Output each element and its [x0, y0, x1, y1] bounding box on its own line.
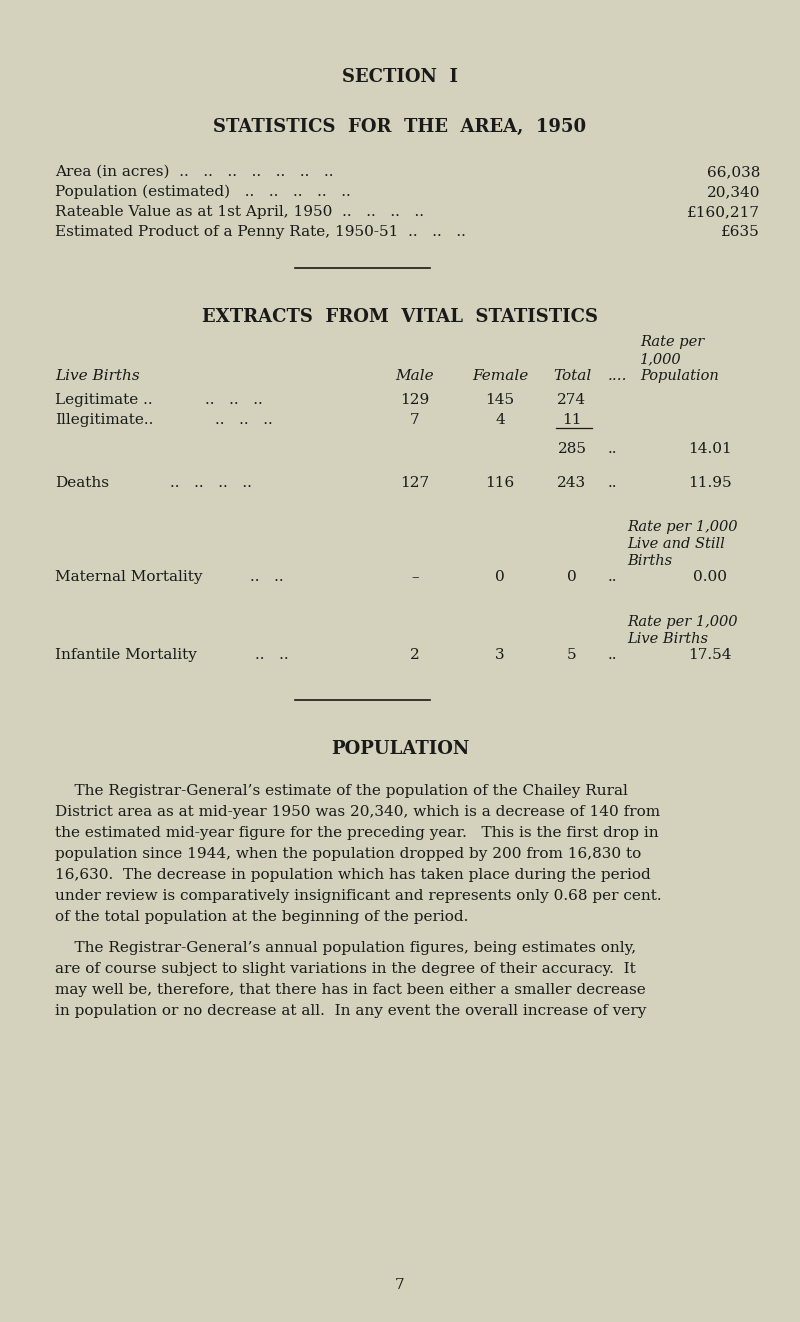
- Text: 2: 2: [410, 648, 420, 662]
- Text: 0.00: 0.00: [693, 570, 727, 584]
- Text: Live Births: Live Births: [627, 632, 708, 646]
- Text: 66,038: 66,038: [706, 165, 760, 178]
- Text: 129: 129: [400, 393, 430, 407]
- Text: 5: 5: [567, 648, 577, 662]
- Text: Rate per 1,000: Rate per 1,000: [627, 615, 738, 629]
- Text: SECTION  I: SECTION I: [342, 67, 458, 86]
- Text: ..   ..   ..: .. .. ..: [215, 412, 273, 427]
- Text: District area as at mid-year 1950 was 20,340, which is a decrease of 140 from: District area as at mid-year 1950 was 20…: [55, 805, 660, 820]
- Text: 243: 243: [558, 476, 586, 490]
- Text: ..   ..   ..   ..: .. .. .. ..: [170, 476, 252, 490]
- Text: 11: 11: [562, 412, 582, 427]
- Text: 127: 127: [401, 476, 430, 490]
- Text: ..   ..: .. ..: [250, 570, 284, 584]
- Text: POPULATION: POPULATION: [331, 740, 469, 758]
- Text: Infantile Mortality: Infantile Mortality: [55, 648, 197, 662]
- Text: population since 1944, when the population dropped by 200 from 16,830 to: population since 1944, when the populati…: [55, 847, 642, 861]
- Text: 4: 4: [495, 412, 505, 427]
- Text: 285: 285: [558, 442, 586, 456]
- Text: of the total population at the beginning of the period.: of the total population at the beginning…: [55, 910, 468, 924]
- Text: Live Births: Live Births: [55, 369, 140, 383]
- Text: 274: 274: [558, 393, 586, 407]
- Text: ....: ....: [608, 369, 627, 383]
- Text: Population: Population: [640, 369, 718, 383]
- Text: EXTRACTS  FROM  VITAL  STATISTICS: EXTRACTS FROM VITAL STATISTICS: [202, 308, 598, 327]
- Text: may well be, therefore, that there has in fact been either a smaller decrease: may well be, therefore, that there has i…: [55, 984, 646, 997]
- Text: are of course subject to slight variations in the degree of their accuracy.  It: are of course subject to slight variatio…: [55, 962, 636, 976]
- Text: ..   ..: .. ..: [255, 648, 289, 662]
- Text: 7: 7: [410, 412, 420, 427]
- Text: in population or no decrease at all.  In any event the overall increase of very: in population or no decrease at all. In …: [55, 1003, 646, 1018]
- Text: ..: ..: [608, 476, 618, 490]
- Text: ..: ..: [608, 570, 618, 584]
- Text: Legitimate ..: Legitimate ..: [55, 393, 153, 407]
- Text: Male: Male: [396, 369, 434, 383]
- Text: 116: 116: [486, 476, 514, 490]
- Text: 11.95: 11.95: [688, 476, 732, 490]
- Text: 145: 145: [486, 393, 514, 407]
- Text: STATISTICS  FOR  THE  AREA,  1950: STATISTICS FOR THE AREA, 1950: [214, 118, 586, 136]
- Text: 0: 0: [495, 570, 505, 584]
- Text: Area (in acres)  ..   ..   ..   ..   ..   ..   ..: Area (in acres) .. .. .. .. .. .. ..: [55, 165, 334, 178]
- Text: under review is comparatively insignificant and represents only 0.68 per cent.: under review is comparatively insignific…: [55, 888, 662, 903]
- Text: Deaths: Deaths: [55, 476, 109, 490]
- Text: 1,000: 1,000: [640, 352, 682, 366]
- Text: The Registrar-General’s annual population figures, being estimates only,: The Registrar-General’s annual populatio…: [55, 941, 636, 954]
- Text: Estimated Product of a Penny Rate, 1950-51  ..   ..   ..: Estimated Product of a Penny Rate, 1950-…: [55, 225, 466, 239]
- Text: the estimated mid-year figure for the preceding year.   This is the first drop i: the estimated mid-year figure for the pr…: [55, 826, 658, 839]
- Text: Rate per 1,000: Rate per 1,000: [627, 520, 738, 534]
- Text: ..: ..: [608, 648, 618, 662]
- Text: 7: 7: [395, 1278, 405, 1292]
- Text: 14.01: 14.01: [688, 442, 732, 456]
- Text: 0: 0: [567, 570, 577, 584]
- Text: 17.54: 17.54: [688, 648, 732, 662]
- Text: 16,630.  The decrease in population which has taken place during the period: 16,630. The decrease in population which…: [55, 869, 650, 882]
- Text: Live and Still: Live and Still: [627, 537, 725, 551]
- Text: Female: Female: [472, 369, 528, 383]
- Text: Births: Births: [627, 554, 672, 568]
- Text: ..: ..: [608, 442, 618, 456]
- Text: Rateable Value as at 1st April, 1950  ..   ..   ..   ..: Rateable Value as at 1st April, 1950 .. …: [55, 205, 424, 219]
- Text: £160,217: £160,217: [687, 205, 760, 219]
- Text: 20,340: 20,340: [706, 185, 760, 200]
- Text: Population (estimated)   ..   ..   ..   ..   ..: Population (estimated) .. .. .. .. ..: [55, 185, 350, 200]
- Text: 3: 3: [495, 648, 505, 662]
- Text: ..   ..   ..: .. .. ..: [205, 393, 262, 407]
- Text: Illegitimate..: Illegitimate..: [55, 412, 154, 427]
- Text: Maternal Mortality: Maternal Mortality: [55, 570, 202, 584]
- Text: –: –: [411, 570, 419, 584]
- Text: £635: £635: [722, 225, 760, 239]
- Text: The Registrar-General’s estimate of the population of the Chailey Rural: The Registrar-General’s estimate of the …: [55, 784, 628, 798]
- Text: Total: Total: [553, 369, 591, 383]
- Text: Rate per: Rate per: [640, 334, 704, 349]
